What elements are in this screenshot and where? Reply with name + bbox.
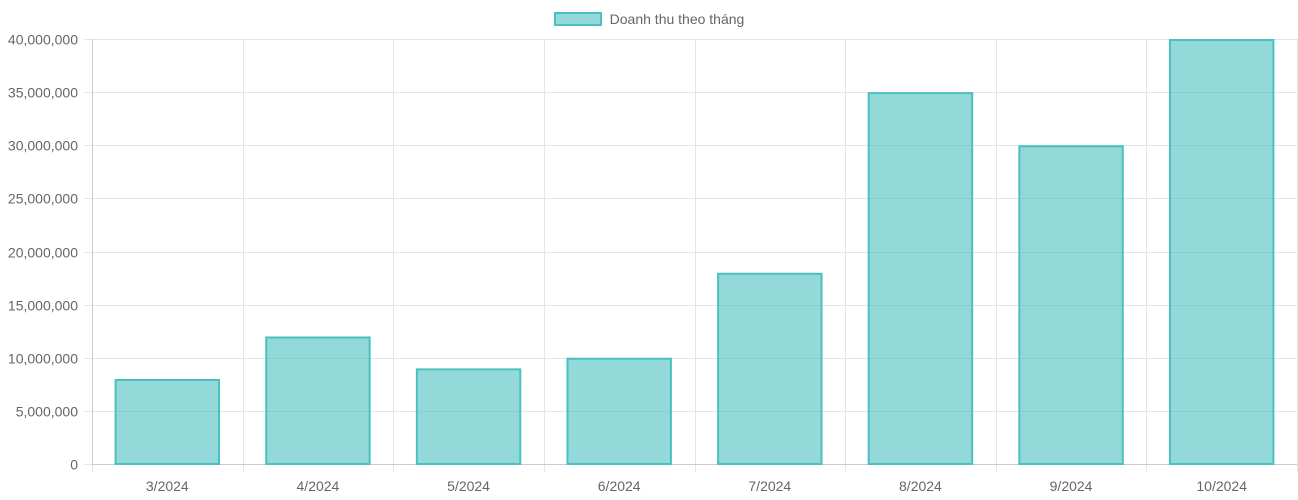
x-tick-label: 9/2024: [1050, 478, 1093, 494]
chart-legend[interactable]: Doanh thu theo tháng: [0, 9, 1298, 29]
x-tick-label: 5/2024: [447, 478, 490, 494]
x-tick-label: 7/2024: [748, 478, 791, 494]
y-tick-label: 35,000,000: [8, 85, 78, 101]
bar-7-2024[interactable]: [717, 272, 823, 465]
y-tick-label: 15,000,000: [8, 298, 78, 314]
bar-9-2024[interactable]: [1018, 145, 1124, 465]
bar-10-2024[interactable]: [1168, 39, 1275, 465]
bar-3-2024[interactable]: [114, 379, 221, 465]
y-tick-label: 10,000,000: [8, 351, 78, 367]
y-tick-label: 20,000,000: [8, 245, 78, 261]
y-tick-label: 0: [70, 457, 78, 473]
legend-label: Doanh thu theo tháng: [609, 11, 745, 27]
x-tick-label: 3/2024: [146, 478, 189, 494]
legend-swatch: [553, 12, 602, 26]
y-tick-label: 40,000,000: [8, 32, 78, 48]
x-tick-label: 8/2024: [899, 478, 942, 494]
bar-4-2024[interactable]: [265, 336, 371, 465]
x-tick-label: 10/2024: [1196, 478, 1247, 494]
x-tick-label: 6/2024: [598, 478, 641, 494]
bar-8-2024[interactable]: [867, 92, 974, 465]
bar-6-2024[interactable]: [566, 357, 672, 465]
x-tick-label: 4/2024: [297, 478, 340, 494]
y-tick-label: 30,000,000: [8, 138, 78, 154]
y-tick-label: 25,000,000: [8, 191, 78, 207]
y-tick-label: 5,000,000: [16, 404, 78, 420]
bar-5-2024[interactable]: [415, 368, 522, 465]
